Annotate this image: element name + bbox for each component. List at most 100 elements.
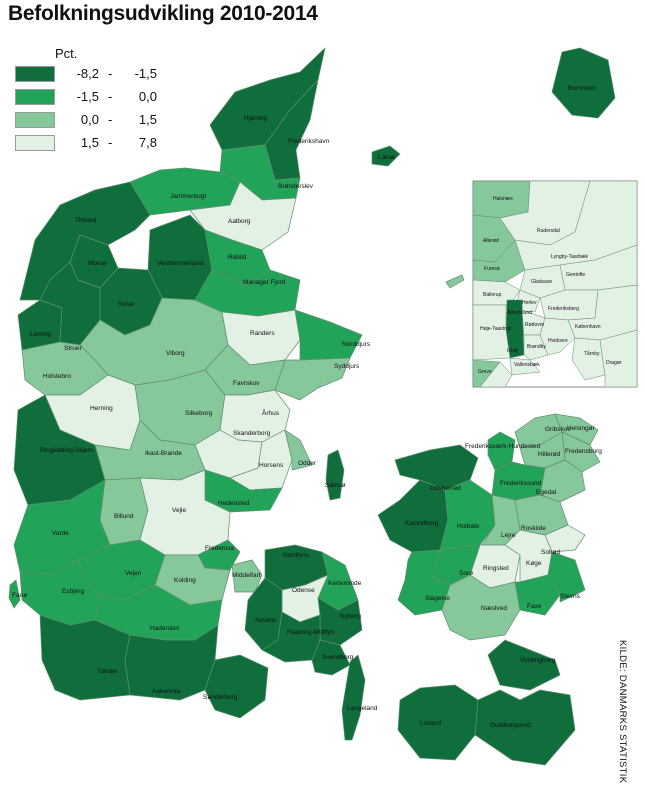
label-hedensted: Hedensted	[218, 500, 250, 507]
legend-unit: Pct.	[55, 46, 78, 61]
inset-brondby	[523, 334, 549, 361]
label-skive: Skive	[118, 301, 134, 308]
label-hjoerring: Hjørring	[244, 115, 267, 122]
legend-row: 0,0 - 1,5	[15, 112, 215, 128]
legend-separator: -	[108, 89, 113, 104]
legend-high: 0,0	[138, 89, 157, 104]
label-soelroed: Solrød	[541, 549, 561, 556]
label-egedal: Egedal	[536, 489, 557, 496]
label-holbaek: Holbæk	[457, 523, 480, 530]
legend-row: 1,5 - 7,8	[15, 135, 215, 151]
region-anholt	[445, 274, 465, 289]
inset-label-ballerup: Ballerup	[483, 292, 502, 298]
region-samsoe	[325, 449, 345, 501]
inset-label-gladsaxe: Gladsaxe	[531, 279, 552, 285]
legend-separator: -	[108, 112, 113, 127]
label-norddjurs: Norddjurs	[342, 341, 371, 348]
label-lolland: Lolland	[420, 720, 441, 727]
label-mariagerfjord: Mariager Fjord	[243, 279, 286, 286]
label-hilleroed: Hillerød	[538, 451, 561, 458]
inset-vallensbaek	[509, 357, 541, 376]
label-randers: Randers	[250, 330, 275, 337]
inset-label-gentofte: Gentofte	[566, 272, 585, 278]
label-syddjurs: Syddjurs	[334, 363, 360, 370]
legend-low: 0,0	[80, 112, 99, 127]
label-ringsted: Ringsted	[483, 565, 509, 572]
inset-label-lyngby: Lyngby-Taarbæk	[551, 254, 589, 260]
label-jammerbugt: Jammerbugt	[170, 193, 206, 200]
label-holstebro: Holstebro	[43, 373, 71, 380]
legend-row: -8,2 - -1,5	[15, 66, 215, 82]
label-vesthimmerland: Vesthimmerland	[157, 260, 204, 267]
legend-swatch	[15, 135, 55, 151]
region-syddjurs	[274, 357, 351, 401]
region-norddjurs	[294, 309, 363, 361]
inset-hoejetaastrup	[472, 304, 511, 361]
label-horsens: Horsens	[259, 462, 284, 469]
inset-dragoer	[599, 329, 638, 388]
label-guldborgsund: Guldborgsund	[490, 722, 531, 729]
inset-label-albertslund: Albertslund	[507, 310, 532, 316]
copenhagen-inset: Halsnæs Allerød Rudersdal Furesø Lyngby-…	[472, 180, 638, 388]
label-stevns: Stevns	[560, 593, 581, 600]
label-laesoe: Læsø	[378, 154, 395, 161]
legend-low: -8,2	[76, 66, 99, 81]
label-viborg: Viborg	[166, 350, 185, 357]
region-guldborgsund	[474, 689, 576, 766]
label-odder: Odder	[298, 460, 317, 467]
region-langeland	[341, 654, 366, 741]
region-bornholm	[551, 47, 616, 119]
region-faaborg	[261, 611, 321, 663]
inset-label-frederiksberg: Frederiksberg	[548, 306, 579, 312]
legend-row: -1,5 - 0,0	[15, 89, 215, 105]
label-frederiksvaerk: Frederiksværk-Hundested	[465, 443, 541, 450]
label-helsingoer: Helsingør	[567, 425, 596, 432]
inset-label-rodovre: Rødovre	[525, 322, 544, 328]
label-rebild: Rebild	[228, 254, 247, 261]
legend-swatch	[15, 89, 55, 105]
label-skanderborg: Skanderborg	[233, 430, 271, 437]
region-stevns	[547, 551, 586, 603]
legend-high: 1,5	[138, 112, 157, 127]
label-frederikssund: Frederikssund	[500, 480, 542, 487]
legend-high: 7,8	[138, 135, 157, 150]
label-struer: Struer	[64, 345, 83, 352]
label-esbjerg: Esbjerg	[62, 588, 84, 595]
label-varde: Varde	[52, 530, 69, 537]
label-faaborg: Faaborg-Midtfyn	[287, 629, 335, 636]
label-fanoe: Fanø	[12, 592, 27, 599]
legend-high: -1,5	[134, 66, 157, 81]
inset-label-rudersdal: Rudersdal	[537, 228, 560, 234]
label-soenderborg: Sønderborg	[203, 694, 238, 701]
label-roskilde: Roskilde	[521, 525, 546, 532]
label-svendborg: Svendborg	[322, 654, 354, 661]
inset-label-allerod: Allerød	[483, 238, 499, 244]
label-naestved: Næstved	[481, 605, 507, 612]
label-odsherred: Odsherred	[430, 485, 461, 492]
municipality-labels: Hjørring Frederikshavn Læsø Brønderslev …	[12, 85, 602, 729]
label-herning: Herning	[90, 405, 113, 412]
inset-label-greve: Greve	[478, 369, 492, 375]
label-aarhus: Århus	[262, 408, 280, 417]
label-kolding: Kolding	[174, 577, 196, 584]
label-aabenraa: Aabenraa	[152, 688, 181, 695]
inset-label-taarnby: Tårnby	[584, 350, 600, 357]
label-nyborg: Nyborg	[340, 613, 361, 620]
label-ikastbrande: Ikast-Brande	[145, 450, 182, 457]
label-vordingborg: Vordingborg	[520, 657, 555, 664]
region-laesoe	[371, 145, 401, 167]
inset-taarnby	[571, 337, 606, 381]
label-fredensborg: Fredensborg	[565, 448, 602, 455]
legend-low: 1,5	[80, 135, 99, 150]
label-toender: Tønder	[97, 668, 119, 675]
legend-separator: -	[108, 135, 113, 150]
label-slagelse: Slagelse	[425, 595, 450, 602]
legend-swatch	[15, 112, 55, 128]
source-credit: KILDE: DANMARKS STATISTIK	[617, 640, 628, 784]
label-langeland: Langeland	[347, 705, 378, 712]
label-lejre: Lejre	[501, 532, 516, 539]
label-fredericia: Fredericia	[205, 545, 234, 552]
region-struer	[39, 261, 101, 346]
label-favrskov: Favrskov	[233, 380, 260, 387]
map-title: Befolkningsudvikling 2010-2014	[8, 2, 318, 25]
